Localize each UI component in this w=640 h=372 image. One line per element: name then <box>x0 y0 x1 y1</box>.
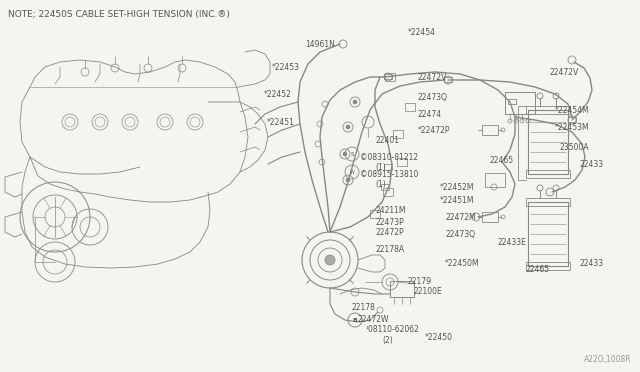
Bar <box>508 99 516 104</box>
Bar <box>384 74 392 79</box>
Bar <box>370 210 380 218</box>
Text: 23500A: 23500A <box>560 142 589 151</box>
Text: *22472P: *22472P <box>418 125 451 135</box>
Text: 22472P: 22472P <box>375 228 404 237</box>
Text: (1): (1) <box>375 163 386 171</box>
Bar <box>485 173 505 187</box>
Text: 22473Q: 22473Q <box>445 230 475 238</box>
Bar <box>526 262 570 270</box>
Text: 14961N: 14961N <box>305 39 335 48</box>
Text: *22451: *22451 <box>267 118 295 126</box>
Circle shape <box>346 178 350 182</box>
Text: *22452M: *22452M <box>440 183 474 192</box>
Circle shape <box>343 152 347 156</box>
Text: 22178A: 22178A <box>375 246 404 254</box>
Bar <box>397 158 407 166</box>
Text: *22454: *22454 <box>408 28 436 36</box>
Text: 22472M: 22472M <box>445 212 476 221</box>
Text: *22452: *22452 <box>264 90 292 99</box>
Text: *22453M: *22453M <box>555 122 589 131</box>
Text: 22433: 22433 <box>580 260 604 269</box>
Text: NOTE; 22450S CABLE SET-HIGH TENSION (INC.®): NOTE; 22450S CABLE SET-HIGH TENSION (INC… <box>8 10 230 19</box>
Text: 22100E: 22100E <box>414 288 443 296</box>
Circle shape <box>353 100 357 104</box>
Text: 22473Q: 22473Q <box>418 93 448 102</box>
Bar <box>526 170 570 178</box>
Bar <box>505 92 535 114</box>
Text: 22179: 22179 <box>408 278 432 286</box>
Text: 22401: 22401 <box>375 135 399 144</box>
Bar <box>381 184 389 190</box>
Bar <box>393 130 403 138</box>
Bar <box>385 73 395 81</box>
Bar <box>526 106 570 114</box>
Bar <box>568 117 576 122</box>
Text: *22450M: *22450M <box>445 260 479 269</box>
Text: A22O,1008R: A22O,1008R <box>584 355 632 364</box>
Text: 22178: 22178 <box>352 302 376 311</box>
Bar <box>526 198 570 206</box>
Bar <box>384 164 392 170</box>
Text: 24211M: 24211M <box>375 205 406 215</box>
Text: W: W <box>349 170 355 174</box>
Text: S: S <box>350 151 354 157</box>
Text: ©08310-81212: ©08310-81212 <box>360 153 418 161</box>
Circle shape <box>325 255 335 265</box>
Text: 22433: 22433 <box>580 160 604 169</box>
Text: 22474: 22474 <box>418 109 442 119</box>
Text: 22472V: 22472V <box>550 67 579 77</box>
Text: ©08915-13810: ©08915-13810 <box>360 170 419 179</box>
Text: 22433E: 22433E <box>498 237 527 247</box>
Text: 22465: 22465 <box>490 155 514 164</box>
Text: 22473P: 22473P <box>375 218 404 227</box>
Text: ¹08110-62062: ¹08110-62062 <box>365 326 419 334</box>
Text: (1): (1) <box>375 180 386 189</box>
Bar <box>482 212 498 222</box>
Bar <box>405 103 415 111</box>
Bar <box>390 281 414 297</box>
Text: B: B <box>353 317 357 323</box>
Text: *22454M: *22454M <box>555 106 589 115</box>
Bar <box>383 188 393 196</box>
Text: 22472V: 22472V <box>418 73 447 81</box>
Text: *22451M: *22451M <box>440 196 474 205</box>
Bar <box>482 125 498 135</box>
Text: (2): (2) <box>382 336 393 344</box>
Text: *22450: *22450 <box>425 333 453 341</box>
Text: 22472W: 22472W <box>358 315 390 324</box>
Text: 22465: 22465 <box>525 266 549 275</box>
Bar <box>444 77 452 82</box>
Text: *22453: *22453 <box>272 62 300 71</box>
Circle shape <box>346 125 350 129</box>
